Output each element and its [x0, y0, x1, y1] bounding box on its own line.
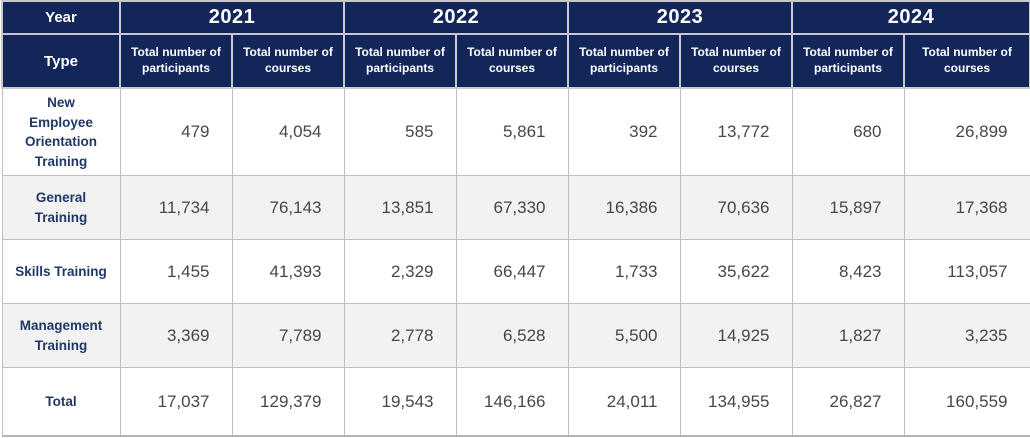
data-cell: 8,423 [791, 239, 905, 305]
courses-header-2021: Total number of courses [231, 33, 345, 89]
data-cell: 19,543 [343, 367, 457, 437]
courses-header-2022: Total number of courses [455, 33, 569, 89]
data-cell: 129,379 [231, 367, 345, 437]
data-cell: 2,778 [343, 303, 457, 369]
data-cell: 146,166 [455, 367, 569, 437]
data-cell: 13,851 [343, 175, 457, 241]
data-cell: 17,037 [119, 367, 233, 437]
data-cell: 5,500 [567, 303, 681, 369]
data-cell: 76,143 [231, 175, 345, 241]
data-cell: 17,368 [903, 175, 1030, 241]
data-cell: 15,897 [791, 175, 905, 241]
data-cell: 3,369 [119, 303, 233, 369]
data-cell: 26,899 [903, 87, 1030, 177]
data-cell: 66,447 [455, 239, 569, 305]
row-type-label: Skills Training [1, 239, 121, 305]
data-cell: 134,955 [679, 367, 793, 437]
data-cell: 26,827 [791, 367, 905, 437]
data-cell: 392 [567, 87, 681, 177]
data-cell: 24,011 [567, 367, 681, 437]
year-header-2024: 2024 [791, 0, 1030, 35]
table-row-total: Total 17,037 129,379 19,543 146,166 24,0… [1, 367, 1030, 437]
data-cell: 160,559 [903, 367, 1030, 437]
data-cell: 14,925 [679, 303, 793, 369]
metric-header-row: Type Total number of participants Total … [1, 33, 1030, 89]
table-row: New Employee Orientation Training 479 4,… [1, 87, 1030, 177]
data-cell: 13,772 [679, 87, 793, 177]
data-cell: 6,528 [455, 303, 569, 369]
data-cell: 35,622 [679, 239, 793, 305]
year-header-2023: 2023 [567, 0, 793, 35]
row-type-label: Total [1, 367, 121, 437]
data-cell: 479 [119, 87, 233, 177]
row-type-label: General Training [1, 175, 121, 241]
type-corner-header: Type [1, 33, 121, 89]
year-header-row: Year 2021 2022 2023 2024 [1, 0, 1030, 35]
row-type-label: Management Training [1, 303, 121, 369]
data-cell: 7,789 [231, 303, 345, 369]
data-cell: 113,057 [903, 239, 1030, 305]
data-cell: 1,827 [791, 303, 905, 369]
data-cell: 680 [791, 87, 905, 177]
data-cell: 2,329 [343, 239, 457, 305]
year-corner-header: Year [1, 0, 121, 35]
data-cell: 11,734 [119, 175, 233, 241]
table-row: General Training 11,734 76,143 13,851 67… [1, 175, 1030, 241]
data-cell: 67,330 [455, 175, 569, 241]
data-cell: 4,054 [231, 87, 345, 177]
year-header-2022: 2022 [343, 0, 569, 35]
data-cell: 41,393 [231, 239, 345, 305]
data-cell: 585 [343, 87, 457, 177]
row-type-label: New Employee Orientation Training [1, 87, 121, 177]
table-row: Skills Training 1,455 41,393 2,329 66,44… [1, 239, 1030, 305]
courses-header-2024: Total number of courses [903, 33, 1030, 89]
data-cell: 70,636 [679, 175, 793, 241]
participants-header-2024: Total number of participants [791, 33, 905, 89]
data-cell: 1,455 [119, 239, 233, 305]
participants-header-2022: Total number of participants [343, 33, 457, 89]
data-cell: 3,235 [903, 303, 1030, 369]
participants-header-2023: Total number of participants [567, 33, 681, 89]
courses-header-2023: Total number of courses [679, 33, 793, 89]
data-cell: 1,733 [567, 239, 681, 305]
year-header-2021: 2021 [119, 0, 345, 35]
table-row: Management Training 3,369 7,789 2,778 6,… [1, 303, 1030, 369]
data-cell: 5,861 [455, 87, 569, 177]
participants-header-2021: Total number of participants [119, 33, 233, 89]
data-cell: 16,386 [567, 175, 681, 241]
